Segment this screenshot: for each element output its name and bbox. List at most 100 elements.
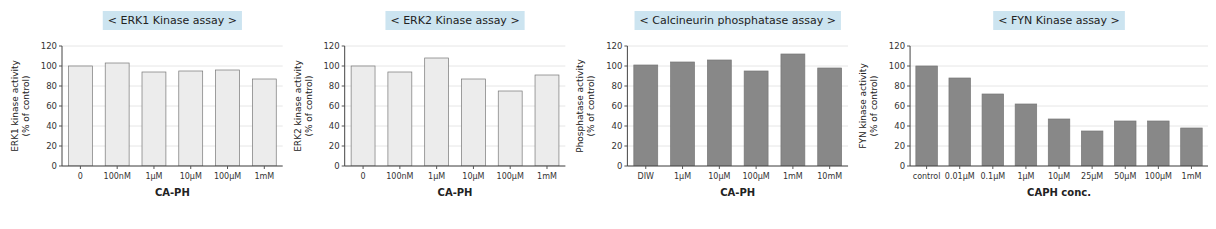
y-tick-label: 100 (889, 61, 905, 71)
y-tick-label: 40 (46, 121, 57, 131)
y-axis (62, 46, 63, 166)
y-tick-label: 40 (329, 121, 340, 131)
x-tick (153, 166, 154, 169)
grid-line (910, 66, 1208, 67)
x-tick (959, 166, 960, 169)
bar (216, 70, 240, 166)
bar (916, 66, 938, 166)
x-tick-label: 0 (361, 172, 366, 181)
y-tick-label: 0 (334, 161, 339, 171)
x-tick-label: 100μM (214, 172, 241, 181)
bar (744, 71, 768, 166)
x-tick-label: 10μM (708, 172, 730, 181)
y-tick-label: 100 (323, 61, 339, 71)
bar (461, 79, 485, 166)
grid-line (345, 86, 566, 87)
x-tick (473, 166, 474, 169)
title-group: < ERK2 Kinase assay > (385, 11, 524, 30)
x-tick-label: 10μM (1048, 172, 1070, 181)
grid-line (62, 86, 283, 87)
x-tick (1025, 166, 1026, 169)
x-tick (264, 166, 265, 169)
panel: < ERK2 Kinase assay >0204060801001200100… (293, 11, 566, 198)
y-tick-label: 60 (612, 101, 623, 111)
grid-line (345, 46, 566, 47)
x-axis-label: CA-PH (720, 187, 755, 198)
bars (351, 58, 559, 166)
grid-line (627, 46, 848, 47)
y-tick-label: 120 (41, 41, 57, 51)
grid-line (62, 146, 283, 147)
y-tick-label: 120 (889, 41, 905, 51)
y-tick-label: 80 (46, 81, 57, 91)
grid-line (345, 146, 566, 147)
bars (68, 63, 276, 166)
bar (179, 71, 203, 166)
x-tick (1191, 166, 1192, 169)
bar (634, 65, 658, 166)
x-tick-label: 100nM (386, 172, 413, 181)
x-tick-label: 1μM (1017, 172, 1034, 181)
x-axis-label: CAPH conc. (1027, 187, 1091, 198)
panel: < Calcineurin phosphatase assay >0204060… (575, 11, 848, 198)
x-tick (756, 166, 757, 169)
bar (388, 72, 412, 166)
y-tick-label: 0 (52, 161, 57, 171)
title-group: < Calcineurin phosphatase assay > (635, 11, 841, 30)
grid-line (62, 66, 283, 67)
x-tick (1125, 166, 1126, 169)
x-axis-label: CA-PH (155, 187, 190, 198)
bar (252, 79, 276, 166)
x-tick-label: 0 (78, 172, 83, 181)
bar (671, 62, 695, 166)
y-tick-label: 20 (894, 141, 905, 151)
x-tick-label: 1mM (783, 172, 803, 181)
x-tick (190, 166, 191, 169)
x-tick-label: 1mM (537, 172, 557, 181)
bar (105, 63, 129, 166)
y-axis-label: Phosphatase activity(% of control) (575, 59, 596, 153)
y-tick-label: 80 (329, 81, 340, 91)
grid-line (627, 166, 848, 167)
x-tick (926, 166, 927, 169)
x-tick (363, 166, 364, 169)
grid-line (627, 126, 848, 127)
title-group: < FYN Kinase assay > (993, 11, 1125, 30)
x-tick (546, 166, 547, 169)
y-tick-label: 40 (612, 121, 623, 131)
y-axis-label: ERK1 kinase activity(% of control) (10, 60, 31, 152)
bars (916, 66, 1202, 166)
x-tick (829, 166, 830, 169)
x-tick-label: 1mM (1182, 172, 1202, 181)
bar (818, 68, 842, 166)
x-tick-label: control (913, 172, 941, 181)
x-tick-label: 0.01μM (945, 172, 975, 181)
x-tick (227, 166, 228, 169)
x-axis (345, 166, 566, 167)
x-tick-label: 1mM (254, 172, 274, 181)
title: < ERK2 Kinase assay > (390, 14, 519, 27)
x-tick (436, 166, 437, 169)
x-tick (645, 166, 646, 169)
grid-line (62, 106, 283, 107)
grid-line (627, 106, 848, 107)
grid-line (345, 126, 566, 127)
grid-line (345, 166, 566, 167)
title-box (385, 11, 524, 30)
x-tick (399, 166, 400, 169)
x-tick-label: 100nM (104, 172, 131, 181)
bar (707, 60, 731, 166)
x-tick-label: 10μM (180, 172, 202, 181)
title: < Calcineurin phosphatase assay > (640, 14, 836, 27)
x-tick-label: 100μM (497, 172, 524, 181)
bar (1048, 119, 1070, 166)
x-tick (1158, 166, 1159, 169)
title-box (993, 11, 1125, 30)
bar (1114, 121, 1136, 166)
y-tick-label: 100 (41, 61, 57, 71)
y-tick-label: 0 (617, 161, 622, 171)
bar (1148, 121, 1170, 166)
bar (1181, 128, 1203, 166)
x-tick-label: 25μM (1081, 172, 1103, 181)
grid-line (345, 106, 566, 107)
